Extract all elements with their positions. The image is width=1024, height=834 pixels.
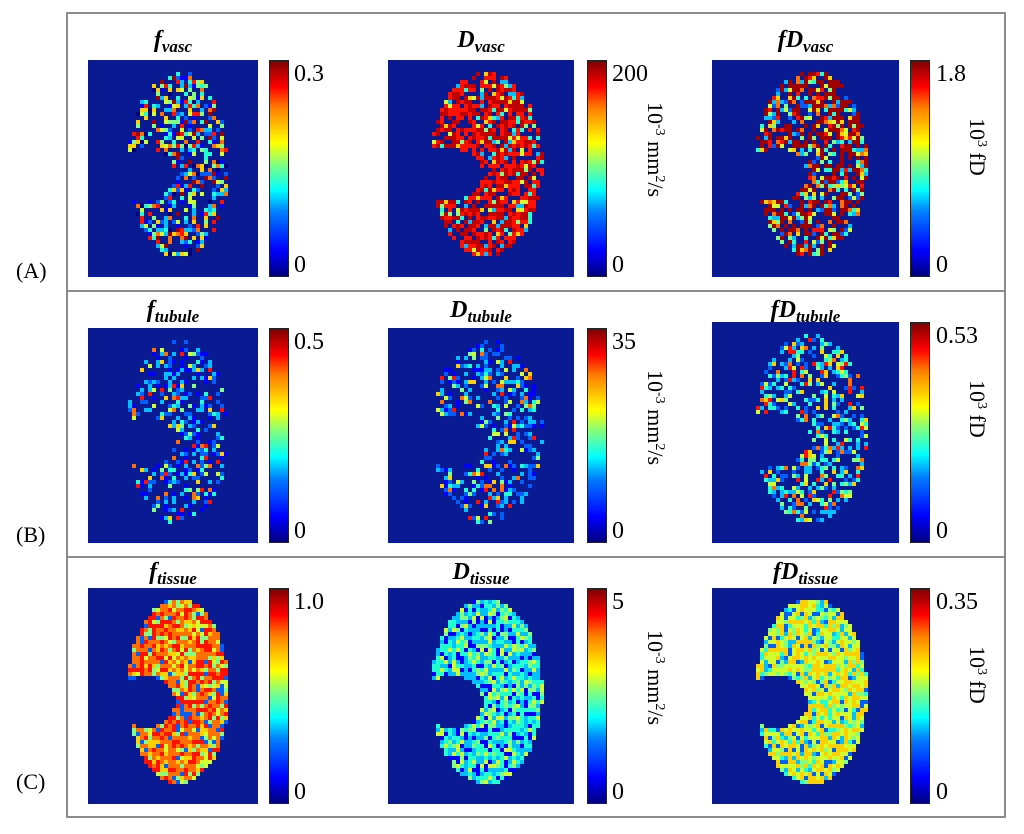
panel-title: fDvasc bbox=[706, 28, 906, 55]
panel-title-subscript: tubule bbox=[795, 307, 841, 326]
panel-title-symbol: fD bbox=[777, 27, 804, 53]
colorbar-max-label: 200 bbox=[612, 61, 648, 87]
colorbar-max-label: 1.0 bbox=[294, 589, 324, 615]
parameter-map-image bbox=[388, 60, 574, 277]
colorbar-min-label: 0 bbox=[936, 779, 948, 805]
unit-part-exp: 3 bbox=[974, 402, 989, 409]
colorbar-min-label: 0 bbox=[612, 779, 624, 805]
unit-part-rest: mm bbox=[643, 403, 668, 444]
panel-title-symbol: D bbox=[452, 559, 470, 585]
unit-part-rest: fD bbox=[965, 409, 990, 438]
unit-part-base: 10 bbox=[643, 102, 668, 124]
unit-part-base: 10 bbox=[965, 380, 990, 402]
panel-title-symbol: f bbox=[146, 297, 155, 323]
colorbar-max-label: 5 bbox=[612, 589, 624, 615]
row-separator bbox=[66, 290, 1006, 292]
unit-part-rest: fD bbox=[965, 675, 990, 704]
colorbar bbox=[910, 60, 930, 277]
panel-title-symbol: fD bbox=[772, 559, 799, 585]
panel-title-subscript: vasc bbox=[161, 37, 193, 56]
colorbar-min-label: 0 bbox=[612, 252, 624, 278]
colorbar-max-label: 1.8 bbox=[936, 61, 966, 87]
colorbar-max-label: 35 bbox=[612, 329, 636, 355]
parameter-map-image bbox=[388, 588, 574, 804]
panel-title-symbol: f bbox=[149, 559, 158, 585]
colorbar bbox=[910, 322, 930, 543]
unit-part-base: 10 bbox=[965, 646, 990, 668]
panel-title-subscript: tissue bbox=[798, 569, 838, 588]
colorbar-min-label: 0 bbox=[936, 518, 948, 544]
colorbar bbox=[269, 328, 289, 543]
unit-part-base: 10 bbox=[965, 118, 990, 140]
colorbar-unit-label: 103 fD bbox=[965, 380, 990, 438]
colorbar-unit-label: 10-3 mm2/s bbox=[643, 102, 668, 198]
row-label: (C) bbox=[16, 769, 46, 794]
panel-title: fDtubule bbox=[706, 298, 906, 325]
colorbar-unit-label: 103 fD bbox=[965, 118, 990, 176]
row-label: (A) bbox=[16, 258, 47, 283]
panel-title-subscript: vasc bbox=[474, 37, 505, 56]
parameter-map-image bbox=[712, 588, 899, 804]
colorbar bbox=[910, 588, 930, 804]
colorbar-max-label: 0.53 bbox=[936, 323, 978, 349]
parameter-map-image bbox=[88, 588, 258, 804]
colorbar-min-label: 0 bbox=[294, 252, 306, 278]
parameter-map-image bbox=[712, 60, 899, 277]
unit-part-exp: 3 bbox=[974, 668, 989, 675]
unit-part-tail: /s bbox=[643, 710, 668, 726]
parameter-map-image bbox=[388, 328, 574, 543]
unit-part-exp: -3 bbox=[652, 392, 667, 404]
panel-title-subscript: tissue bbox=[157, 569, 197, 588]
panel-title-symbol: D bbox=[457, 27, 475, 53]
colorbar bbox=[587, 60, 607, 277]
parameter-map-image bbox=[88, 328, 258, 543]
colorbar bbox=[587, 588, 607, 804]
colorbar-unit-label: 103 fD bbox=[965, 646, 990, 704]
unit-part-base: 10 bbox=[643, 630, 668, 652]
panel-title: Dtissue bbox=[381, 560, 581, 587]
panel-title-symbol: f bbox=[153, 27, 162, 53]
panel-title-subscript: tubule bbox=[154, 307, 200, 326]
panel-title-subscript: tubule bbox=[467, 307, 512, 326]
parameter-map-image bbox=[88, 60, 258, 277]
unit-part-rest: fD bbox=[965, 147, 990, 176]
colorbar bbox=[587, 328, 607, 543]
panel-title: fDtissue bbox=[706, 560, 906, 587]
colorbar-max-label: 0.35 bbox=[936, 589, 978, 615]
panel-title: ftissue bbox=[73, 560, 273, 587]
unit-part-rest: mm bbox=[643, 663, 668, 704]
panel-title: Dvasc bbox=[381, 28, 581, 55]
panel-title: fvasc bbox=[73, 28, 273, 55]
colorbar-max-label: 0.3 bbox=[294, 61, 324, 87]
colorbar bbox=[269, 588, 289, 804]
unit-part-tail: /s bbox=[643, 182, 668, 198]
colorbar-min-label: 0 bbox=[294, 518, 306, 544]
panel-title: ftubule bbox=[73, 298, 273, 325]
colorbar-unit-label: 10-3 mm2/s bbox=[643, 370, 668, 466]
panel-title-symbol: D bbox=[450, 297, 468, 323]
panel-title-symbol: fD bbox=[770, 297, 796, 323]
colorbar bbox=[269, 60, 289, 277]
panel-title-subscript: vasc bbox=[803, 37, 834, 56]
parameter-map-image bbox=[712, 322, 899, 543]
row-label: (B) bbox=[16, 522, 46, 547]
colorbar-min-label: 0 bbox=[612, 518, 624, 544]
colorbar-max-label: 0.5 bbox=[294, 329, 324, 355]
figure-border bbox=[66, 12, 1006, 818]
row-separator bbox=[66, 556, 1006, 558]
unit-part-tail: /s bbox=[643, 450, 668, 466]
panel-title: Dtubule bbox=[381, 298, 581, 325]
colorbar-min-label: 0 bbox=[936, 252, 948, 278]
unit-part-rest: mm bbox=[643, 135, 668, 176]
colorbar-min-label: 0 bbox=[294, 779, 306, 805]
unit-part-exp: -3 bbox=[652, 124, 667, 136]
unit-part-exp: 3 bbox=[974, 140, 989, 147]
colorbar-unit-label: 10-3 mm2/s bbox=[643, 630, 668, 726]
panel-title-subscript: tissue bbox=[469, 569, 510, 588]
unit-part-exp: -3 bbox=[652, 652, 667, 664]
unit-part-base: 10 bbox=[643, 370, 668, 392]
